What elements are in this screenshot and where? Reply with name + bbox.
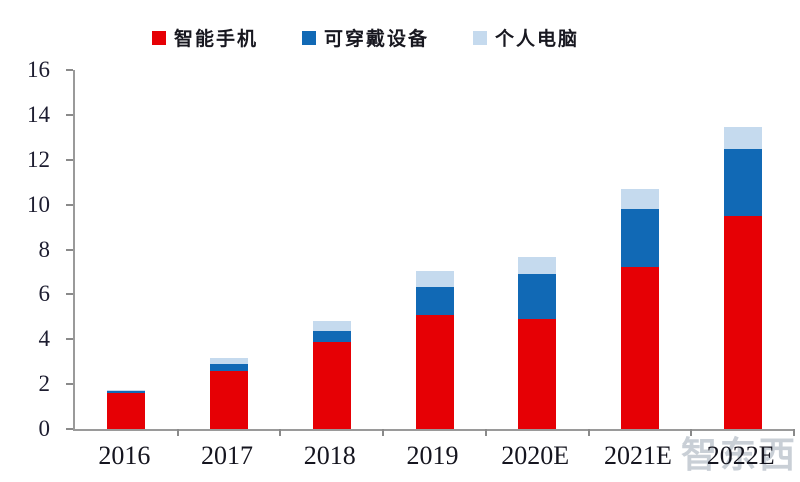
x-axis-tick-mark <box>793 429 795 436</box>
bar-segment-个人电脑 <box>620 188 659 210</box>
x-axis-tick-mark <box>279 429 282 436</box>
legend-item: 个人电脑 <box>473 24 579 51</box>
legend-label: 智能手机 <box>174 29 259 50</box>
bar-segment-可穿戴设备 <box>620 209 659 268</box>
legend-item: 智能手机 <box>152 24 258 51</box>
y-axis-tick-mark <box>66 293 73 296</box>
bar-segment-智能手机 <box>312 341 351 429</box>
y-axis-tick-mark <box>66 383 73 386</box>
y-axis-tick-label: 16 <box>27 57 50 82</box>
x-axis-tick-mark <box>484 429 487 436</box>
y-axis-tick-mark <box>66 69 73 71</box>
y-axis-tick-label: 4 <box>38 326 51 352</box>
y-axis-tick-mark <box>66 338 73 341</box>
bar-2018 <box>312 70 351 429</box>
y-axis-tick-mark <box>66 428 73 430</box>
x-axis-tick-mark <box>587 429 590 436</box>
bar-2020E <box>518 70 557 429</box>
bar-2019 <box>415 70 454 429</box>
y-axis-tick-mark <box>66 113 73 116</box>
watermark: 智东西 <box>680 435 798 475</box>
bar-2022E <box>723 70 762 429</box>
bar-segment-个人电脑 <box>723 127 762 149</box>
x-axis-label: 2017 <box>201 441 254 470</box>
x-axis-labels: 2016 2017 2018 2019 2020E 2021E 2022E <box>73 441 792 477</box>
bar-segment-可穿戴设备 <box>415 286 454 315</box>
bar-segment-智能手机 <box>518 319 557 429</box>
plot-area: 0 2 4 6 8 10 12 14 16 <box>27 57 795 441</box>
y-axis-tick-mark <box>66 158 73 161</box>
bar-segment-智能手机 <box>415 314 454 429</box>
legend-swatch-icon <box>152 30 166 45</box>
x-axis-label: 2016 <box>98 441 151 470</box>
bar-segment-个人电脑 <box>415 270 454 287</box>
x-axis-label: 2018 <box>303 441 356 470</box>
bar-segment-智能手机 <box>723 215 762 429</box>
bar-segment-可穿戴设备 <box>312 331 351 342</box>
y-axis-tick-label: 2 <box>38 371 51 397</box>
bar-segment-个人电脑 <box>210 358 249 364</box>
bar-2017 <box>210 70 249 429</box>
bar-2016 <box>107 70 146 429</box>
legend-swatch-icon <box>473 30 488 45</box>
x-axis-label: 2021E <box>603 441 672 470</box>
y-axis-tick-label: 14 <box>27 101 50 127</box>
x-axis-tick-mark <box>382 429 385 436</box>
bar-segment-个人电脑 <box>312 321 351 332</box>
bar-segment-可穿戴设备 <box>107 390 146 394</box>
y-axis-tick-mark <box>66 203 73 206</box>
x-axis-tick-mark <box>690 429 693 436</box>
bar-2021E <box>620 70 659 429</box>
y-axis-tick-label: 0 <box>38 416 51 441</box>
bar-segment-可穿戴设备 <box>723 148 762 216</box>
x-axis-label: 2020E <box>501 441 570 470</box>
bar-segment-个人电脑 <box>518 257 557 275</box>
y-axis-tick-label: 12 <box>27 146 50 172</box>
x-axis-tick-mark <box>176 429 179 436</box>
x-axis-label: 2022E <box>706 441 775 470</box>
x-axis-label: 2019 <box>406 441 459 470</box>
legend-swatch-icon <box>302 30 317 45</box>
bar-segment-可穿戴设备 <box>518 274 557 320</box>
y-axis-tick-mark <box>66 248 73 251</box>
y-axis-tick-label: 6 <box>38 281 51 307</box>
y-axis-tick-label: 8 <box>38 236 51 262</box>
bar-segment-个人电脑 <box>107 389 146 391</box>
bar-segment-可穿戴设备 <box>210 363 249 371</box>
bar-segment-智能手机 <box>620 267 659 429</box>
legend-label: 可穿戴设备 <box>324 29 430 50</box>
bar-segment-智能手机 <box>107 393 146 429</box>
bar-segment-智能手机 <box>210 370 249 429</box>
legend-item: 可穿戴设备 <box>302 24 429 51</box>
legend-label: 个人电脑 <box>495 29 580 50</box>
y-axis-tick-label: 10 <box>27 191 50 217</box>
chart-legend: 智能手机 可穿戴设备 个人电脑 <box>152 24 579 51</box>
